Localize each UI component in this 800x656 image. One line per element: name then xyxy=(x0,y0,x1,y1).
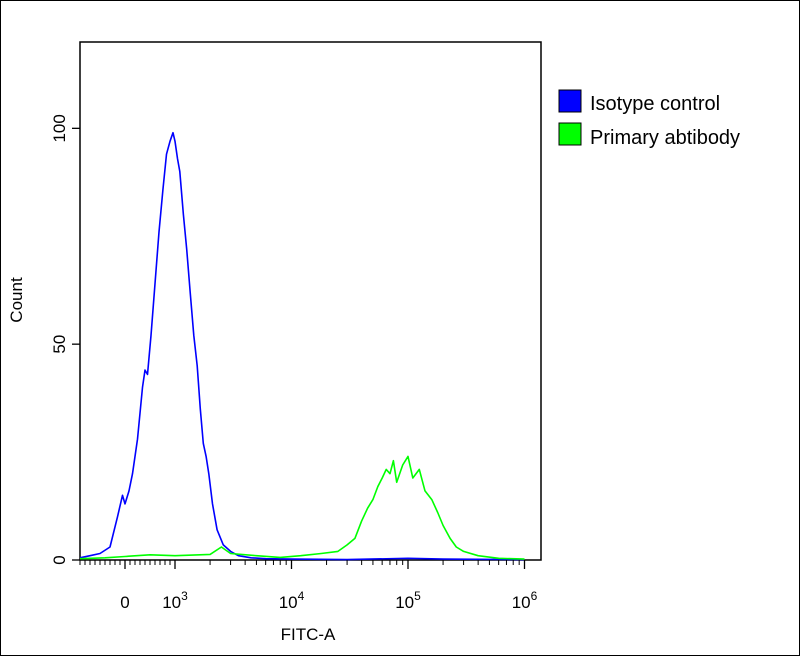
series-layer xyxy=(79,131,525,561)
plot-area xyxy=(79,41,542,561)
x-tick-label-2: 104 xyxy=(279,589,305,612)
series-line-1 xyxy=(79,455,525,560)
legend: Isotype control Primary abtibody xyxy=(558,89,740,149)
legend-label-isotype: Isotype control xyxy=(590,93,720,115)
x-tick-label-0: 0 xyxy=(120,593,129,612)
legend-swatch-primary xyxy=(558,122,582,146)
x-tick-label-4: 106 xyxy=(512,589,538,612)
series-line-0 xyxy=(79,131,525,561)
y-tick-label-1: 50 xyxy=(50,335,69,354)
legend-swatch-isotype xyxy=(558,89,582,113)
y-axis: 0 50 100 xyxy=(50,114,80,565)
x-tick-label-1: 103 xyxy=(162,589,188,612)
y-tick-label-2: 100 xyxy=(50,114,69,142)
y-tick-label-0: 0 xyxy=(50,555,69,564)
x-axis: 0 103 104 105 106 xyxy=(120,560,538,612)
x-tick-label-3: 105 xyxy=(395,589,421,612)
legend-label-primary: Primary abtibody xyxy=(590,127,740,149)
x-axis-label: FITC-A xyxy=(281,625,336,644)
y-axis-label: Count xyxy=(7,277,26,323)
x-minor-ticks xyxy=(79,560,520,565)
